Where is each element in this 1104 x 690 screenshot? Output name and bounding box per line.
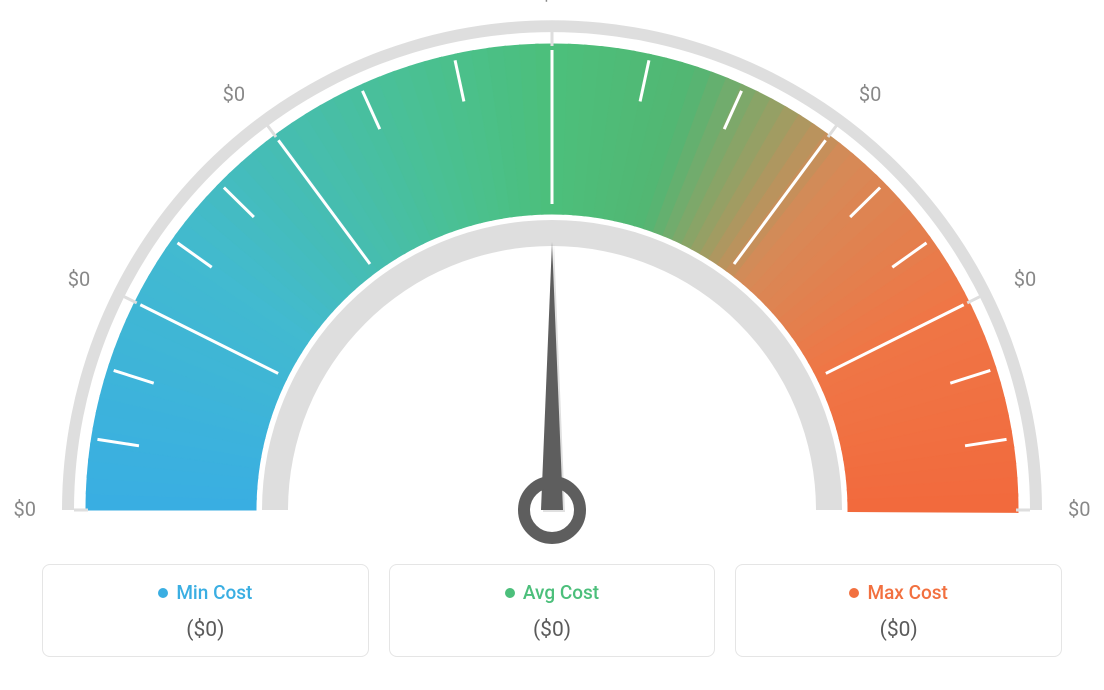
legend-card-max: Max Cost ($0) — [735, 564, 1062, 657]
legend-label-max: Max Cost — [867, 581, 947, 604]
gauge-tick-label: $0 — [1068, 497, 1090, 521]
legend-dot-min — [158, 588, 168, 598]
legend-label-avg: Avg Cost — [523, 581, 599, 604]
legend-dot-max — [849, 588, 859, 598]
gauge-tick-label: $0 — [541, 0, 563, 5]
legend-title-avg: Avg Cost — [505, 581, 599, 604]
cost-gauge-widget: $0 $0 $0 $0 $0 $0 $0 Min Cost ($0) Avg Cost ($… — [0, 0, 1104, 690]
legend-card-avg: Avg Cost ($0) — [389, 564, 716, 657]
gauge-chart: $0 $0 $0 $0 $0 $0 $0 — [0, 0, 1104, 560]
legend-card-min: Min Cost ($0) — [42, 564, 369, 657]
legend-dot-avg — [505, 588, 515, 598]
legend-value-max: ($0) — [746, 618, 1051, 642]
legend-title-max: Max Cost — [849, 581, 947, 604]
legend-value-min: ($0) — [53, 618, 358, 642]
gauge-tick-label: $0 — [1014, 267, 1036, 291]
legend-value-avg: ($0) — [400, 618, 705, 642]
gauge-area: $0 $0 $0 $0 $0 $0 $0 — [0, 0, 1104, 560]
gauge-tick-label: $0 — [14, 497, 36, 521]
legend-row: Min Cost ($0) Avg Cost ($0) Max Cost ($0… — [0, 564, 1104, 657]
legend-label-min: Min Cost — [176, 581, 252, 604]
gauge-tick-label: $0 — [223, 82, 245, 106]
legend-title-min: Min Cost — [158, 581, 252, 604]
gauge-tick-label: $0 — [859, 82, 881, 106]
gauge-tick-label: $0 — [68, 267, 90, 291]
